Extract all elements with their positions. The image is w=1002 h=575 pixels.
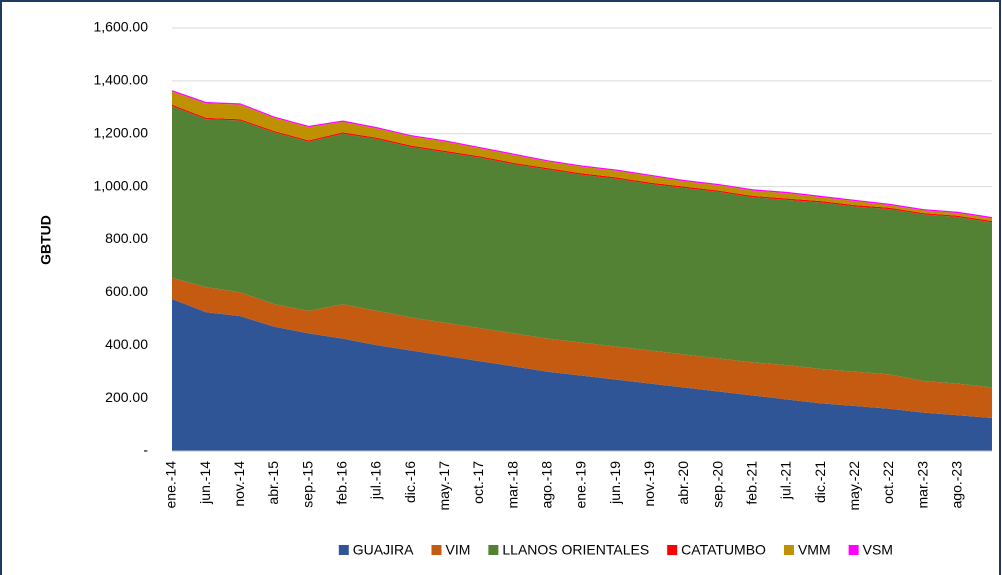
x-tick-label: nov.-14: [231, 461, 247, 507]
legend-label: VMM: [798, 542, 831, 558]
y-tick-label: 400.00: [105, 336, 148, 352]
legend-swatch: [667, 545, 678, 555]
x-tick-label: ago.-23: [949, 461, 965, 509]
x-tick-label: jul.-16: [368, 461, 384, 500]
legend-swatch: [848, 545, 859, 555]
area: [172, 298, 992, 451]
legend-swatch: [783, 545, 794, 555]
legend-label: LLANOS ORIENTALES: [502, 542, 649, 558]
x-tick-label: oct.-17: [470, 461, 486, 504]
legend-swatch: [338, 545, 349, 555]
x-tick-label: abr.-15: [265, 461, 281, 505]
x-tick-label: sep.-20: [709, 461, 725, 508]
x-tick-label: jun.-14: [197, 461, 213, 505]
x-tick-label: ene.-14: [163, 461, 179, 509]
y-tick-label: 800.00: [105, 230, 148, 246]
area: [172, 277, 992, 418]
x-tick-label: feb.-16: [334, 461, 350, 505]
x-tick-label: ago.-18: [539, 461, 555, 509]
y-tick-label: 1,600.00: [94, 19, 149, 35]
x-tick-label: oct.-22: [880, 461, 896, 504]
x-tick-label: dic.-21: [812, 461, 828, 503]
legend-label: GUAJIRA: [353, 542, 414, 558]
y-axis-label: GBTUD: [38, 215, 54, 265]
x-tick-label: dic.-16: [402, 461, 418, 503]
x-tick-label: mar.-23: [914, 461, 930, 509]
y-tick-label: 1,200.00: [94, 124, 149, 140]
legend-label: VSM: [863, 542, 893, 558]
area: [172, 105, 992, 388]
legend-label: CATATUMBO: [681, 542, 766, 558]
x-tick-label: abr.-20: [675, 461, 691, 505]
y-tick-label: -: [143, 442, 148, 458]
x-tick-label: jul.-21: [778, 461, 794, 500]
legend-label: VIM: [445, 542, 470, 558]
y-tick-label: 1,000.00: [94, 177, 149, 193]
legend-swatch: [431, 545, 442, 555]
x-tick-label: jun.-19: [607, 461, 623, 505]
x-tick-label: ene.-19: [573, 461, 589, 509]
y-tick-label: 1,400.00: [94, 72, 149, 88]
x-tick-label: mar.-18: [504, 461, 520, 509]
x-tick-label: may.-17: [436, 461, 452, 511]
areas: [172, 90, 992, 451]
y-tick-label: 200.00: [105, 389, 148, 405]
x-tick-label: sep.-15: [299, 461, 315, 508]
x-tick-label: nov.-19: [641, 461, 657, 507]
x-tick-label: may.-22: [846, 461, 862, 511]
y-tick-label: 600.00: [105, 283, 148, 299]
legend-swatch: [488, 545, 499, 555]
x-tick-label: feb.-21: [744, 461, 760, 505]
